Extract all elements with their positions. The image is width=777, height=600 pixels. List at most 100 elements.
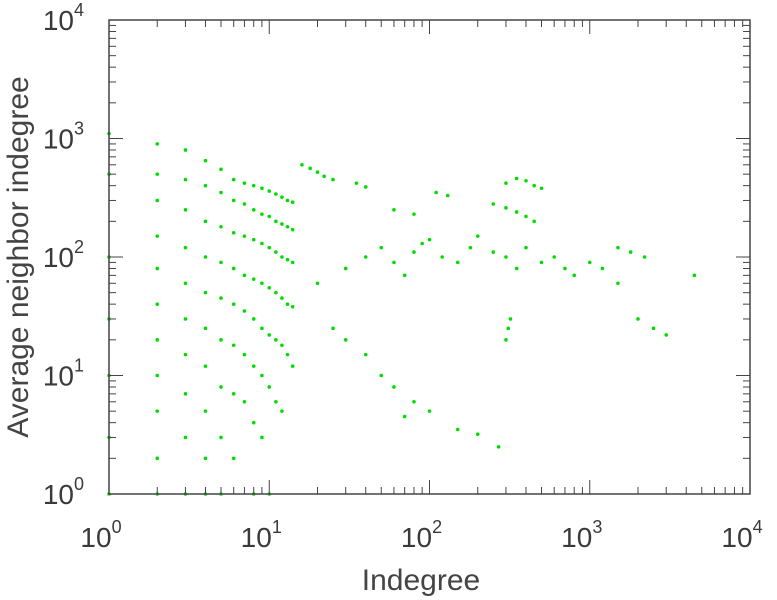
scatter-point xyxy=(412,250,416,254)
scatter-point xyxy=(692,273,697,278)
scatter-point xyxy=(260,281,264,286)
scatter-point xyxy=(363,255,368,259)
scatter-point xyxy=(274,290,278,295)
y-axis-title: Average neighbor indegree xyxy=(2,76,35,437)
y-tick-labels: 100 101 102 103 104 xyxy=(43,0,84,510)
scatter-point xyxy=(496,445,501,449)
scatter-point xyxy=(155,409,160,413)
x-tick-label: 103 xyxy=(561,517,602,553)
scatter-point xyxy=(290,200,295,205)
scatter-point xyxy=(664,333,669,337)
scatter-point xyxy=(285,352,290,357)
scatter-point xyxy=(285,302,290,306)
scatter-point xyxy=(491,250,496,254)
scatter-point xyxy=(260,241,264,246)
scatter-point xyxy=(260,212,264,216)
scatter-point xyxy=(203,255,208,259)
scatter-point xyxy=(267,333,272,337)
scatter-point xyxy=(280,195,284,199)
scatter-point xyxy=(231,266,236,271)
scatter-point xyxy=(455,427,460,432)
scatter-point xyxy=(455,260,460,265)
scatter-point xyxy=(155,266,160,271)
scatter-point xyxy=(363,185,368,189)
scatter-point xyxy=(183,208,188,212)
scatter-point xyxy=(642,255,647,259)
scatter-point xyxy=(260,435,264,440)
scatter-point xyxy=(524,178,528,183)
scatter-point xyxy=(231,392,236,396)
scatter-point xyxy=(427,237,432,242)
scatter-point xyxy=(242,309,247,313)
scatter-point xyxy=(343,266,348,271)
scatter-point xyxy=(280,255,284,259)
scatter-point xyxy=(203,290,208,295)
scatter-point xyxy=(267,189,272,193)
scatter-point xyxy=(231,177,236,182)
scatter-point xyxy=(155,172,160,176)
scatter-point xyxy=(251,364,256,368)
scatter-point xyxy=(267,385,272,389)
scatter-point xyxy=(572,273,577,278)
scatter-point xyxy=(532,183,536,188)
scatter-point xyxy=(402,273,407,278)
scatter-point xyxy=(251,183,256,188)
scatter-point xyxy=(651,326,656,331)
scatter-point xyxy=(267,285,272,290)
x-tick-label: 100 xyxy=(80,517,121,553)
scatter-point xyxy=(260,373,264,378)
scatter-point xyxy=(183,435,188,440)
scatter-point xyxy=(363,352,368,357)
scatter-point xyxy=(468,245,473,250)
scatter-point xyxy=(504,181,508,185)
scatter-point xyxy=(280,296,284,300)
scatter-point xyxy=(300,162,304,167)
scatter-point xyxy=(155,456,160,461)
scatter-point xyxy=(514,210,519,214)
scatter-point xyxy=(219,338,223,342)
scatter-point xyxy=(260,326,264,331)
scatter-point xyxy=(514,176,519,181)
y-tick-label: 104 xyxy=(43,0,84,36)
scatter-point xyxy=(616,281,620,286)
scatter-point xyxy=(183,177,188,182)
scatter-point xyxy=(290,364,295,368)
scatter-point xyxy=(183,148,188,152)
scatter-point xyxy=(242,181,247,185)
scatter-point xyxy=(354,181,359,185)
scatter-point xyxy=(267,214,272,219)
scatter-point xyxy=(587,260,592,265)
scatter-point xyxy=(251,237,256,242)
scatter-point xyxy=(434,190,438,195)
scatter-point xyxy=(155,302,160,306)
scatter-point xyxy=(563,266,567,271)
scatter-point xyxy=(203,219,208,224)
scatter-point xyxy=(231,302,236,306)
scatter-point xyxy=(183,352,188,357)
scatter-point xyxy=(219,260,223,265)
scatter-point xyxy=(616,245,620,250)
scatter-point xyxy=(251,277,256,281)
x-tick-label: 104 xyxy=(721,517,762,553)
scatter-point xyxy=(155,198,160,203)
scatter-point xyxy=(315,281,320,286)
scatter-point xyxy=(242,273,247,278)
scatter-point xyxy=(183,392,188,396)
scatter-point xyxy=(628,250,633,254)
scatter-point xyxy=(285,198,290,203)
scatter-point xyxy=(343,338,348,342)
scatter-point xyxy=(504,338,508,342)
scatter-point xyxy=(290,260,295,265)
scatter-point xyxy=(219,167,223,172)
scatter-point xyxy=(290,227,295,232)
scatter-point xyxy=(242,352,247,357)
scatter-point xyxy=(315,170,320,174)
scatter-point xyxy=(155,234,160,238)
scatter-point xyxy=(251,208,256,212)
scatter-point xyxy=(219,435,223,440)
scatter-point xyxy=(231,198,236,203)
scatter-point xyxy=(274,192,278,196)
scatter-point xyxy=(155,142,160,146)
scatter-point xyxy=(322,174,326,179)
scatter-point xyxy=(285,257,290,262)
